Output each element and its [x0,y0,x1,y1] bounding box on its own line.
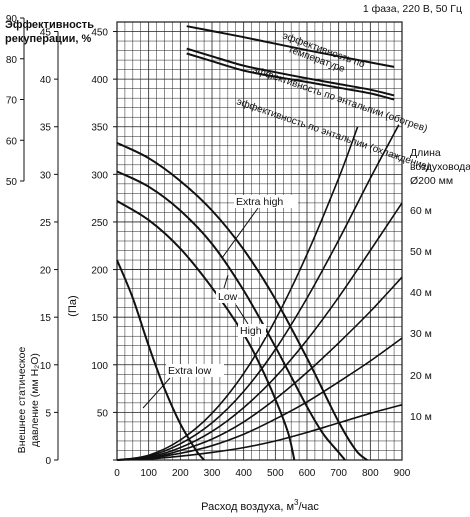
duct-curve-label: 20 м [410,370,432,382]
duct-curve [116,337,403,461]
fan-curve [116,170,346,461]
duct-curve [116,124,400,461]
pressure-axis-label-line-1: Внешнее статическое [16,347,28,454]
x-tick-label: 200 [172,468,189,479]
duct-length-label-line-2: воздуховода [410,161,470,173]
annotation-leader [235,304,249,325]
x-tick-label: 0 [114,468,120,479]
mm-tick-label: 35 [40,123,52,134]
efficiency-curve [186,52,395,101]
chart-labels: 1 фаза, 220 В, 50 Гц Эффективность рекуп… [5,3,470,513]
x-tick-label: 700 [330,468,347,479]
duct-length-label-line-1: Длина [410,147,441,159]
efficiency-title-line-2: рекуперации, % [5,33,91,45]
pa-tick-label: 400 [91,75,108,86]
mm-tick-label: 10 [40,361,52,372]
duct-curve-label: 40 м [410,287,432,299]
x-tick-label: 900 [394,468,411,479]
efficiency-tick-label: 80 [6,55,18,66]
efficiency-title-line-1: Эффективность [5,19,94,31]
fan-curve-annotation: High [240,325,262,337]
duct-curve-label: 60 м [410,205,432,217]
pa-tick-label: 50 [97,408,109,419]
efficiency-tick-label: 70 [6,96,18,107]
chart-axes: 0 100 200 300 400 500 600 700 800 900501001502002… [6,14,411,479]
mm-tick-label: 45 [40,28,52,39]
annotation-bg [238,324,266,337]
x-axis-label-main: Расход воздуха, м [201,501,294,513]
x-tick-label: 800 [362,468,379,479]
fan-curve [116,259,205,461]
annotation-leader [223,274,229,289]
x-axis-label-tail: /час [298,501,319,513]
efficiency-tick-label: 60 [6,136,18,147]
pa-tick-label: 350 [91,123,108,134]
pa-tick-label: 300 [91,170,108,181]
x-tick-label: 400 [235,468,252,479]
x-tick-label: 100 [140,468,157,479]
annotation-bg [166,364,224,377]
mm-tick-label: 20 [40,266,52,277]
mm-tick-label: 5 [45,408,51,419]
pa-axis-label: (Па) [67,295,79,316]
duct-curve [116,276,403,461]
fan-curve [116,142,368,461]
efficiency-curve [186,47,395,97]
x-tick-label: 300 [204,468,221,479]
duct-curve [116,126,359,461]
efficiency-tick-label: 90 [6,14,18,25]
pa-tick-label: 150 [91,313,108,324]
duct-curve [116,202,403,461]
duct-curve-label: 10 м [410,411,432,423]
x-tick-label: 500 [267,468,284,479]
fan-curve-annotation: Extra high [236,196,283,208]
pa-tick-label: 100 [91,361,108,372]
pa-tick-label: 450 [91,28,108,39]
duct-curve-label: 50 м [410,246,432,258]
pa-tick-label: 200 [91,266,108,277]
mm-tick-label: 25 [40,218,52,229]
fan-curve-annotation: Extra low [168,365,212,377]
annotation-bg [216,290,238,303]
duct-length-label-line-3: Ø200 мм [410,175,453,187]
power-spec-label: 1 фаза, 220 В, 50 Гц [363,3,462,15]
x-tick-label: 600 [299,468,316,479]
annotation-leader [221,207,259,259]
annotation-bg [234,195,298,208]
mm-tick-label: 30 [40,170,52,181]
mm-tick-label: 40 [40,75,52,86]
efficiency-curve [186,25,395,68]
x-axis-label-sup: 3 [294,498,299,507]
mm-tick-label: 0 [45,456,51,467]
fan-curve-annotation: Low [218,291,238,303]
pressure-axis-label-line-2: давление (мм H₂O) [29,353,41,447]
duct-curve-label: 30 м [410,328,432,340]
mm-tick-label: 15 [40,313,52,324]
duct-curve [116,404,403,461]
efficiency-tick-label: 50 [6,177,18,188]
annotation-leader [142,377,171,409]
pa-tick-label: 250 [91,218,108,229]
x-axis-label: Расход воздуха, м3/час [201,498,319,513]
